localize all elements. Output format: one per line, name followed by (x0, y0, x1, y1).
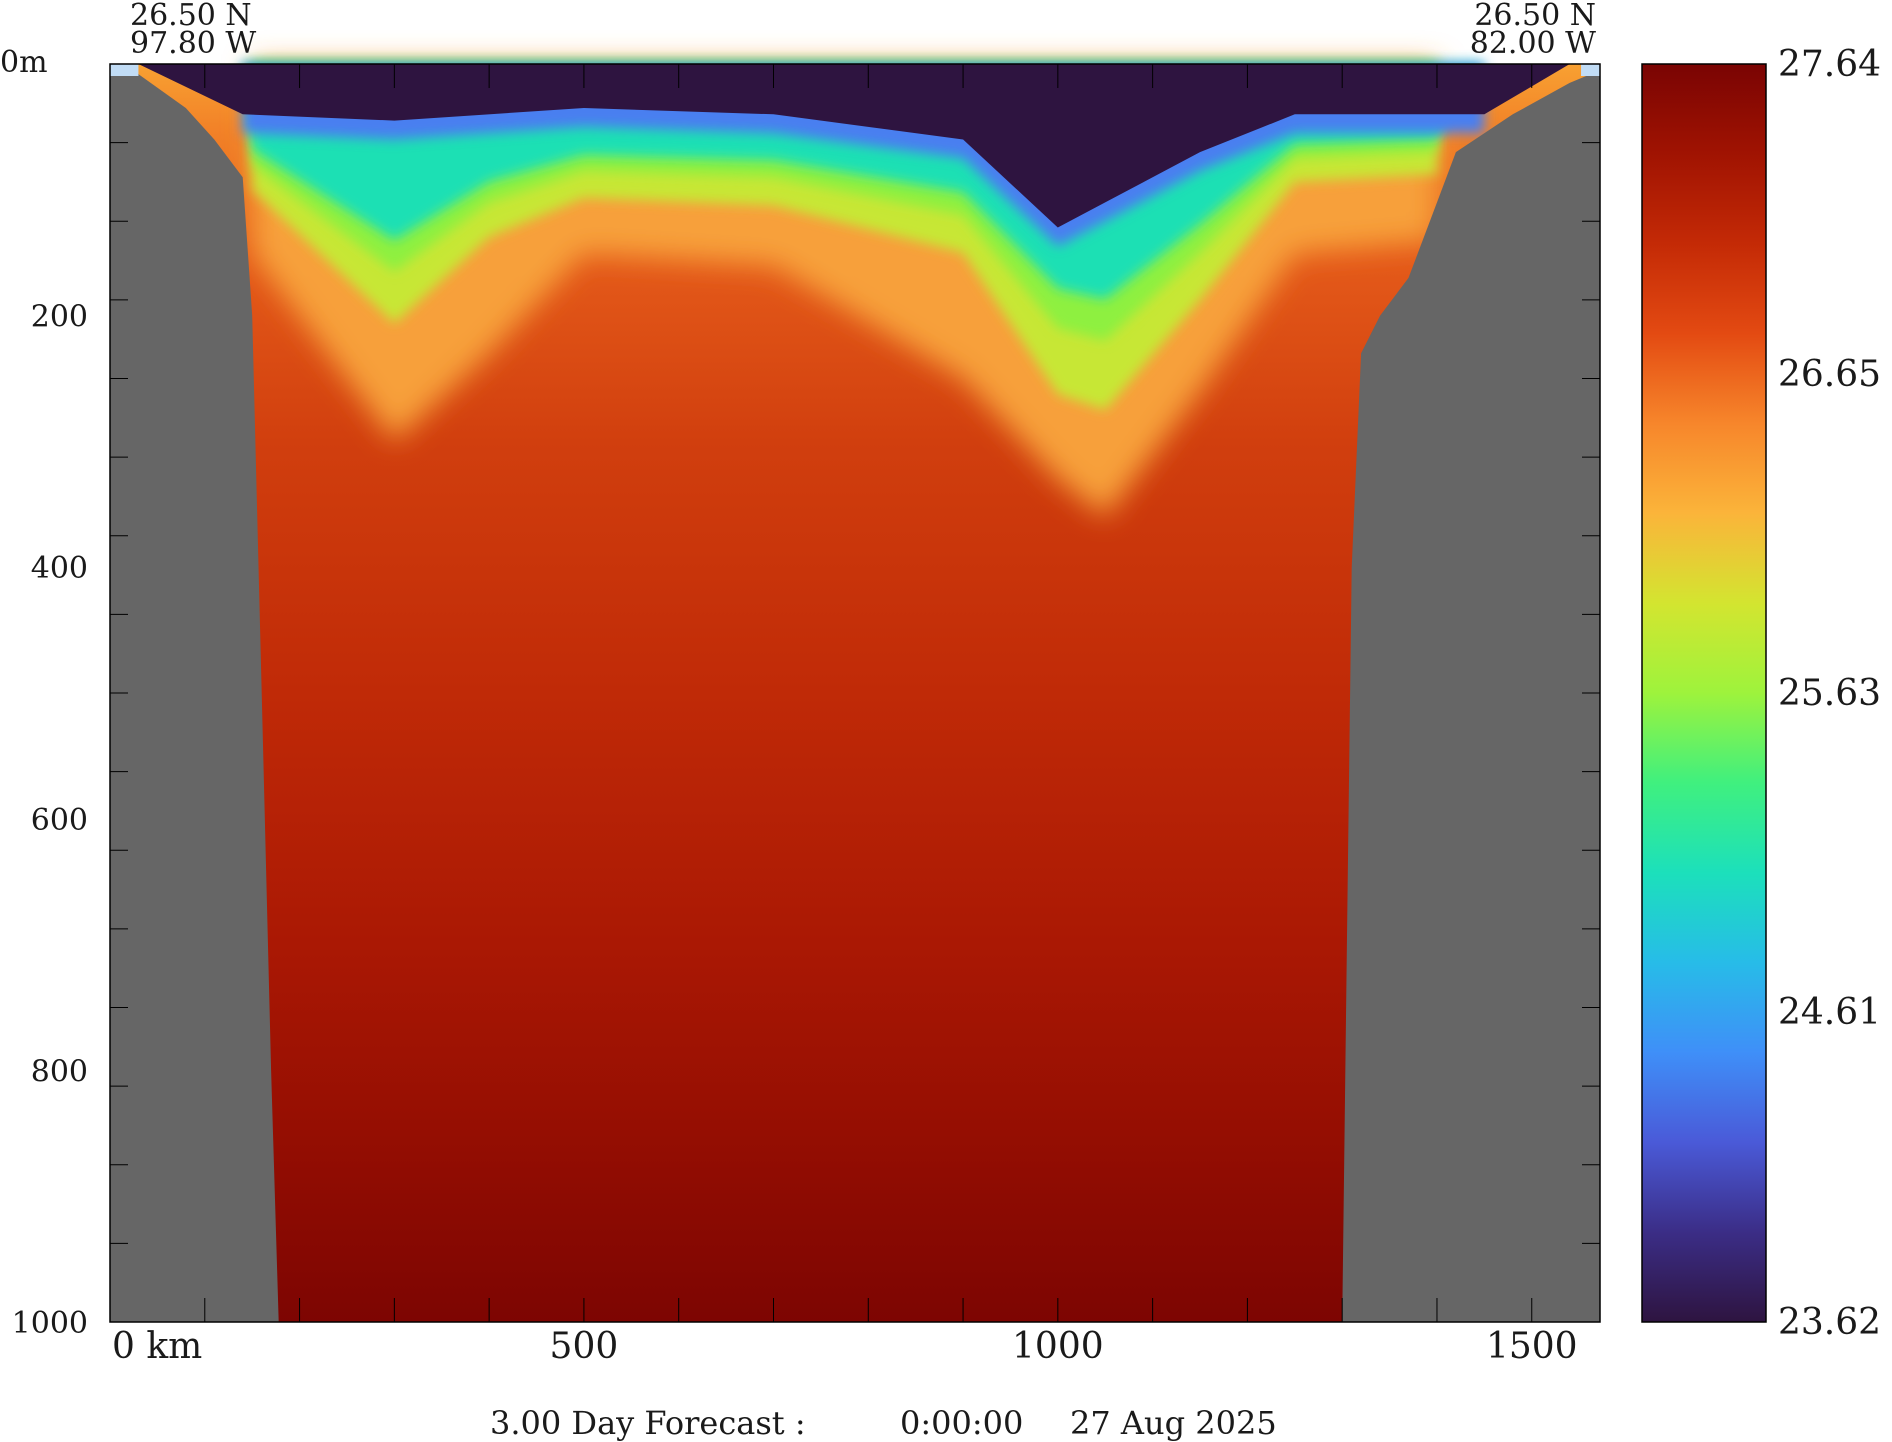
y-tick-label: 400 (31, 551, 88, 586)
y-tick-label: 200 (31, 300, 88, 335)
x-tick-label: 1000 (1012, 1326, 1104, 1367)
forecast-time: 0:00:00 (900, 1404, 1023, 1442)
start-lon-label: 97.80 W (130, 26, 256, 61)
y-tick-label: 600 (31, 803, 88, 838)
colorbar-label: 25.63 (1778, 673, 1881, 714)
end-lon-label: 82.00 W (1470, 26, 1596, 61)
colorbar-frame (1641, 63, 1767, 1323)
colorbar-gradient (1642, 64, 1766, 1322)
start-lat-label: 26.50 N (130, 0, 252, 33)
end-lat-label: 26.50 N (1474, 0, 1596, 33)
land-left (110, 64, 279, 1322)
colorbar-label: 27.64 (1778, 44, 1881, 85)
labels: 26.50 N 97.80 W 26.50 N 82.00 W 3.00 Day… (130, 0, 1596, 1442)
forecast-date: 27 Aug 2025 (1070, 1404, 1277, 1442)
x-tick-label: 0 km (112, 1326, 202, 1367)
colorbar-label: 26.65 (1778, 354, 1881, 395)
x-tick-label: 1500 (1486, 1326, 1578, 1367)
surface-gap-right (1581, 64, 1600, 76)
x-tick-label: 500 (550, 1326, 619, 1367)
colorbar: 27.64 26.65 25.63 24.61 23.62 (1641, 44, 1881, 1343)
colorbar-label: 23.62 (1778, 1302, 1881, 1343)
surface-gap-left (110, 64, 139, 76)
y-tick-label: 1000 (12, 1306, 88, 1341)
plot-area (110, 64, 1600, 1322)
colorbar-label: 24.61 (1778, 992, 1881, 1033)
surface-cool-layer (138, 64, 1570, 228)
axes: 0m 200 400 600 800 1000 0 km 500 1000 1500 (0, 45, 1601, 1367)
y-tick-label: 0m (0, 45, 48, 80)
land-right (1342, 64, 1600, 1322)
y-tick-label: 800 (31, 1054, 88, 1089)
forecast-label: 3.00 Day Forecast : (490, 1404, 806, 1442)
